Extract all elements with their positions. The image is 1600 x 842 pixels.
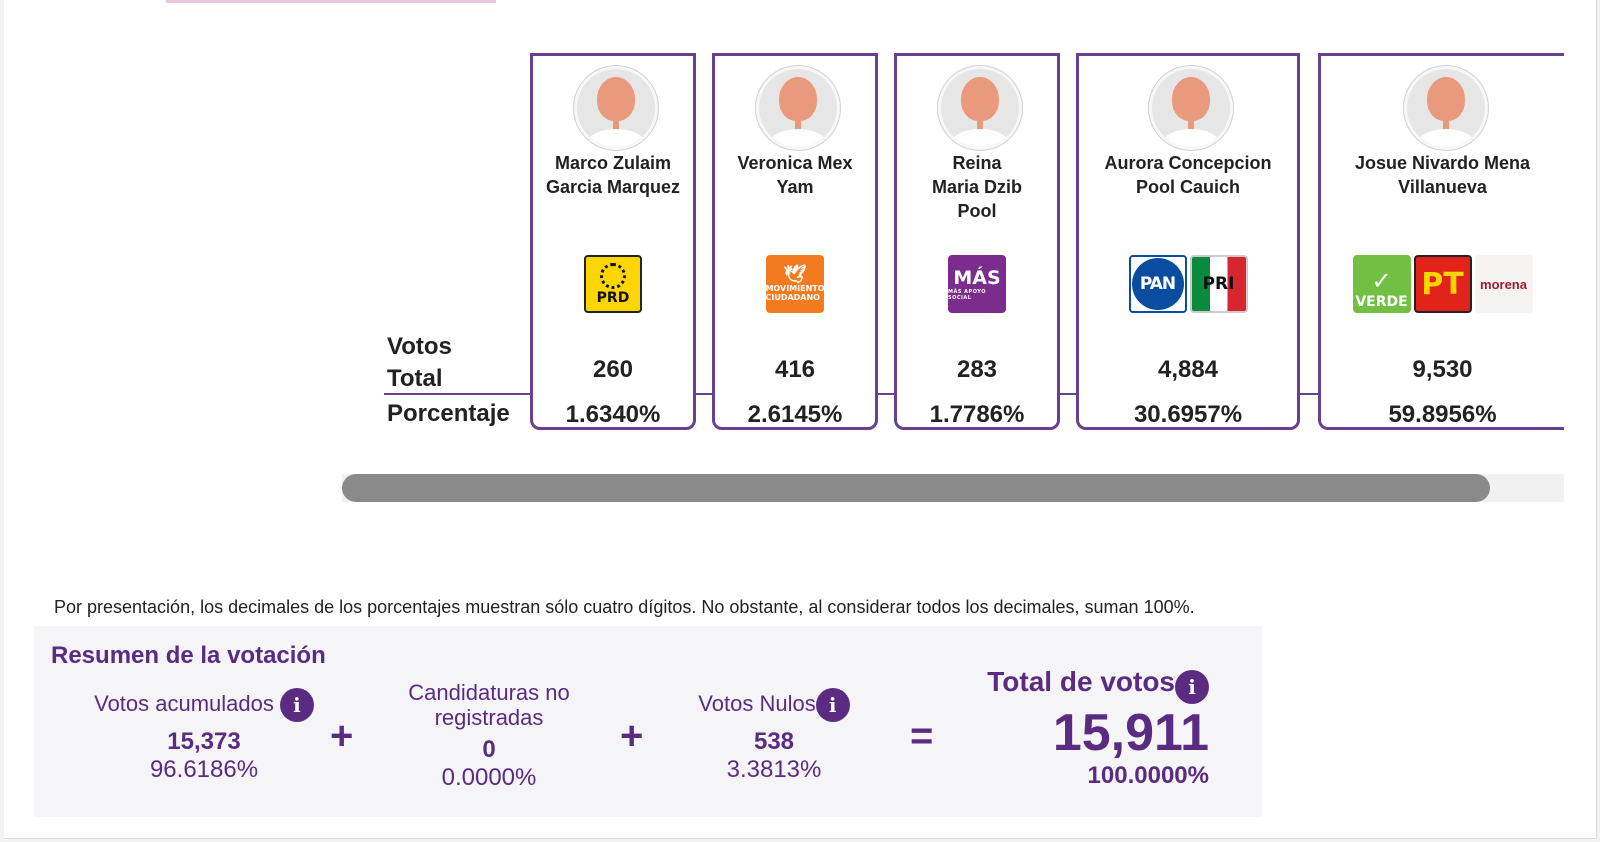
candidate-percent: 1.7786%	[929, 401, 1025, 428]
results-page: Votos Total Porcentaje Marco Zulaim Garc…	[4, 0, 1597, 839]
total-votos-label: Total de votos	[987, 666, 1175, 697]
votos-nulos-label: Votos Nulos	[698, 690, 816, 716]
verde-logo: ✓ VERDE	[1352, 255, 1411, 313]
morena-logo: morena	[1474, 255, 1533, 313]
party-logos: 🕊 MOVIMIENTO CIUDADANO	[715, 254, 875, 314]
candidate-avatar	[756, 66, 840, 150]
votos-total-label: Votos Total	[387, 333, 452, 392]
candidaturas-no-registradas-percent: 0.0000%	[441, 764, 537, 791]
candidate-percent: 2.6145%	[747, 401, 843, 428]
pt-logo: PT	[1413, 255, 1472, 313]
party-logos: MÁS MÁS APOYO SOCIAL	[897, 254, 1057, 314]
candidate-card[interactable]: Josue Nivardo Mena Villanueva ✓ VERDE PT …	[1318, 53, 1564, 430]
party-logos: PRD	[533, 254, 693, 314]
plus-operator: +	[330, 714, 354, 758]
candidate-card[interactable]: Veronica Mex Yam 🕊 MOVIMIENTO CIUDADANO 4…	[712, 53, 878, 430]
candidate-name: Reina Maria Dzib Pool	[931, 153, 1023, 221]
candidate-card[interactable]: Marco Zulaim Garcia Marquez PRD 260 1.63…	[530, 53, 696, 430]
candidate-avatar	[938, 66, 1022, 150]
active-tab-indicator	[166, 0, 496, 3]
candidate-avatar	[1149, 66, 1233, 150]
candidate-percent: 59.8956%	[1388, 401, 1497, 428]
vote-summary-panel: Resumen de la votación Votos acumulados i…	[34, 626, 1262, 817]
candidaturas-no-registradas-block: Candidaturas no registradas 0 0.0000%	[389, 680, 589, 792]
movimiento-ciudadano-logo: 🕊 MOVIMIENTO CIUDADANO	[765, 255, 825, 313]
party-logos: PAN PRI	[1079, 254, 1297, 314]
info-icon[interactable]: i	[1175, 669, 1209, 704]
total-votos-value: 15,911	[1052, 703, 1209, 762]
candidate-avatar	[1403, 66, 1488, 150]
porcentaje-label: Porcentaje	[387, 400, 510, 427]
candidaturas-no-registradas-value: 0	[482, 736, 496, 763]
candidate-name: Josue Nivardo Mena Villanueva	[1354, 153, 1531, 197]
candidate-name: Veronica Mex Yam	[737, 153, 853, 197]
mas-logo: MÁS MÁS APOYO SOCIAL	[948, 255, 1006, 313]
candidate-name: Aurora Concepcion Pool Cauich	[1104, 153, 1272, 197]
percentage-note: Por presentación, los decimales de los p…	[54, 597, 1195, 617]
candidate-percent: 30.6957%	[1133, 401, 1243, 428]
candidate-votes: 416	[774, 356, 816, 383]
votos-nulos-value: 538	[753, 728, 795, 755]
summary-title: Resumen de la votación	[51, 642, 326, 669]
info-icon[interactable]: i	[279, 688, 314, 722]
candidate-percent: 1.6340%	[565, 401, 661, 428]
votos-acumulados-value: 15,373	[167, 728, 241, 755]
horizontal-scrollbar-thumb[interactable]	[342, 474, 1490, 502]
candidate-card[interactable]: Reina Maria Dzib Pool MÁS MÁS APOYO SOCIA…	[894, 53, 1060, 430]
votos-acumulados-percent: 96.6186%	[149, 756, 259, 783]
candidate-name: Marco Zulaim Garcia Marquez	[545, 153, 681, 197]
total-votos-block: Total de votos i 15,911 100.0000%	[969, 666, 1209, 790]
plus-operator: +	[620, 714, 644, 758]
party-logos: ✓ VERDE PT morena	[1321, 254, 1564, 314]
total-votos-percent: 100.0000%	[1087, 761, 1209, 789]
pri-logo: PRI	[1189, 255, 1248, 313]
votos-nulos-percent: 3.3813%	[726, 756, 822, 783]
candidate-votes: 4,884	[1157, 356, 1219, 383]
prd-logo: PRD	[584, 255, 642, 313]
candidate-votes: 9,530	[1412, 356, 1473, 383]
candidate-card[interactable]: Aurora Concepcion Pool Cauich PAN PRI 4,…	[1076, 53, 1300, 430]
candidate-votes: 283	[956, 356, 998, 383]
info-icon[interactable]: i	[815, 688, 850, 722]
equals-operator: =	[910, 714, 934, 758]
votos-nulos-block: Votos Nulos i 538 3.3813%	[674, 688, 874, 784]
candidaturas-no-registradas-label: Candidaturas no registradas	[408, 680, 570, 730]
pan-logo: PAN	[1128, 255, 1187, 313]
votos-acumulados-label: Votos acumulados	[94, 690, 274, 716]
candidate-avatar	[574, 66, 658, 150]
candidate-votes: 260	[592, 356, 634, 383]
votos-acumulados-block: Votos acumulados i 15,373 96.6186%	[74, 688, 334, 784]
